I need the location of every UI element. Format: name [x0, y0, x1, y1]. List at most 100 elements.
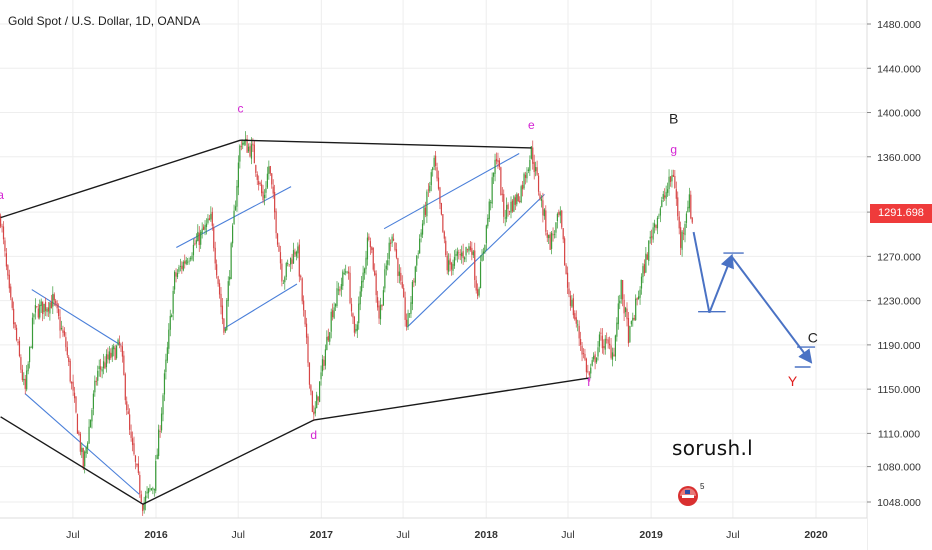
candle-body: [385, 265, 387, 270]
candle-body: [606, 339, 608, 341]
wave-labels: a c d e f g B C Y: [0, 102, 818, 442]
candle-body: [543, 209, 545, 217]
candle-body: [194, 243, 196, 245]
candle-body: [201, 228, 203, 234]
candle-body: [593, 355, 595, 360]
candle-body: [345, 271, 347, 273]
candle-body: [56, 303, 58, 309]
candle-body: [95, 381, 97, 382]
candle-body: [378, 305, 380, 319]
candle-body: [501, 193, 503, 195]
candle-body: [426, 191, 428, 217]
candle-body: [564, 238, 566, 266]
candle-body: [553, 233, 556, 235]
time-tick-label: Jul: [231, 529, 244, 541]
candle-body: [659, 208, 661, 216]
candle-body: [413, 281, 415, 283]
candle-body: [600, 332, 602, 334]
candle-body: [200, 231, 202, 245]
candle-body: [246, 138, 248, 153]
candle-body: [511, 200, 514, 212]
candle-body: [53, 294, 55, 301]
candle-body: [549, 234, 551, 250]
candle-body: [107, 354, 109, 360]
candle-body: [276, 233, 279, 245]
candle-body: [268, 166, 270, 174]
candle-body: [11, 298, 13, 308]
blue-channel-line: [406, 194, 545, 328]
candle-body: [443, 231, 445, 239]
candle-body: [613, 354, 615, 357]
candle-body: [391, 236, 393, 243]
candle-body: [575, 317, 577, 324]
candle-body: [311, 391, 313, 412]
candle-body: [118, 341, 121, 344]
candle-body: [314, 407, 316, 414]
candle-body: [102, 361, 105, 369]
black-trendline: [313, 377, 589, 421]
candle-body: [14, 322, 16, 328]
candle-body: [105, 354, 108, 368]
candle-body: [677, 197, 679, 217]
candle-body: [442, 214, 444, 232]
candle-body: [532, 147, 534, 164]
candle-body: [28, 347, 31, 363]
candle-body: [305, 323, 308, 338]
candle-body: [320, 372, 322, 380]
candle-body: [537, 175, 540, 192]
candle-body: [526, 172, 528, 179]
candle-body: [208, 218, 210, 221]
wave-label-c: c: [237, 102, 243, 116]
candle-body: [556, 213, 558, 222]
candle-body: [407, 313, 409, 327]
candle-body: [545, 210, 547, 232]
candle-body: [255, 165, 257, 173]
candle-body: [542, 200, 544, 216]
logo-badge: 5: [700, 482, 705, 491]
candle-body: [445, 240, 447, 256]
price-tick-label: 1150.000: [877, 384, 920, 396]
candle-body: [516, 194, 518, 205]
candle-body: [682, 232, 685, 234]
candle-body: [571, 299, 573, 307]
candle-body: [121, 346, 123, 357]
candle-body: [536, 167, 538, 175]
candle-body: [210, 213, 212, 220]
candle-body: [295, 251, 297, 257]
candle-body: [189, 258, 192, 260]
candle-body: [136, 463, 138, 466]
candle-body: [233, 210, 235, 225]
candle-body: [455, 254, 457, 256]
candle-body: [123, 355, 125, 375]
candle-body: [562, 228, 564, 240]
candle-body: [172, 290, 174, 314]
candle-body: [346, 272, 348, 274]
candle-body: [205, 223, 208, 227]
candle-body: [614, 335, 616, 357]
candle-body: [520, 186, 522, 203]
time-axis[interactable]: Jul 2016 Jul 2017 Jul 2018 Jul 2019 Jul 2020: [0, 517, 867, 550]
price-axis[interactable]: 1480.0001440.0001400.0001360.0001310.000…: [866, 0, 932, 550]
candle-body: [350, 303, 353, 312]
candle-body: [269, 165, 271, 174]
blue-channel-line: [383, 152, 520, 230]
candle-body: [403, 288, 405, 298]
candle-body: [275, 211, 277, 234]
candle-body: [211, 211, 213, 226]
candle-body: [619, 300, 621, 304]
candle-body: [649, 236, 651, 239]
candle-body: [334, 303, 337, 307]
candle-body: [142, 504, 144, 512]
candle-body: [169, 315, 171, 330]
candle-body: [218, 283, 221, 295]
candle-body: [384, 269, 386, 289]
candle-body: [173, 271, 176, 290]
price-candles: [0, 131, 693, 516]
candle-body: [221, 305, 224, 320]
candle-body: [475, 280, 477, 291]
candle-body: [510, 201, 512, 213]
candle-body: [149, 488, 151, 490]
time-tick-label: 2019: [639, 529, 663, 541]
candle-body: [65, 337, 67, 348]
